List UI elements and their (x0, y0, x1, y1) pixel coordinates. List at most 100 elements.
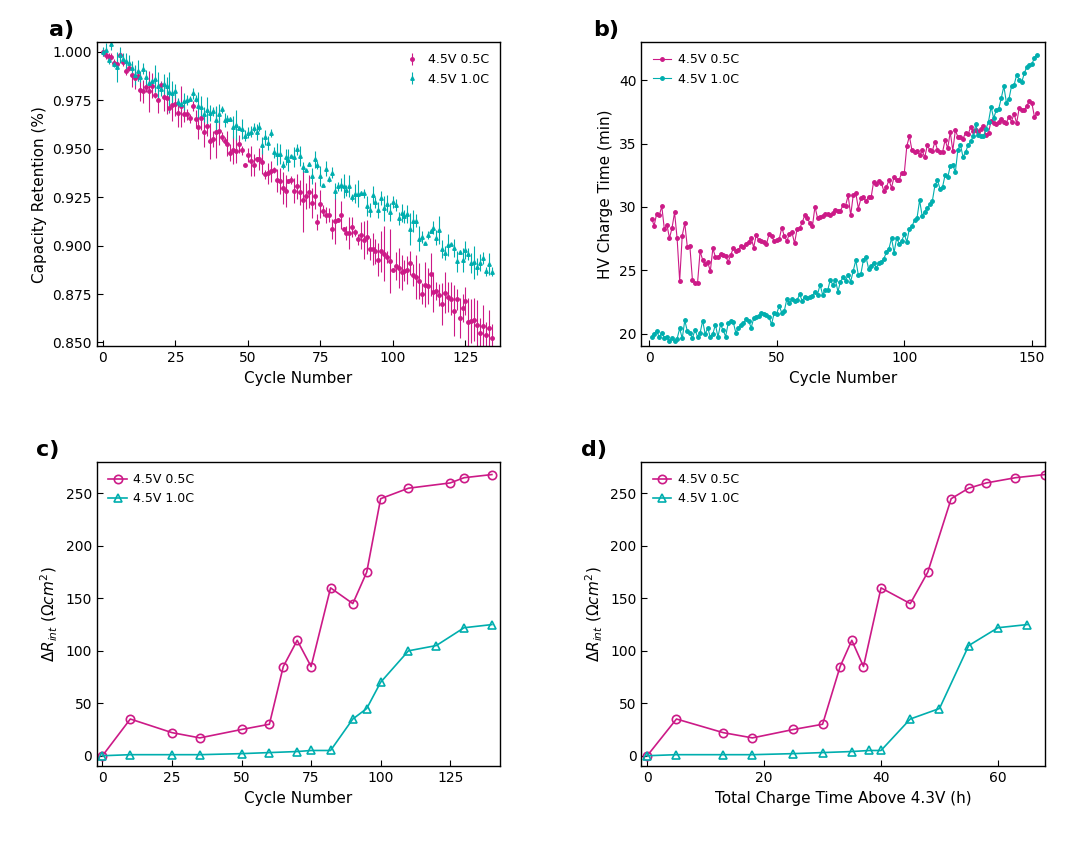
4.5V 0.5C (645, 214, 658, 224)
Text: c): c) (37, 440, 60, 460)
4.5V 1.0C (845, 747, 858, 757)
4.5V 1.0C (645, 332, 658, 342)
X-axis label: Cycle Number: Cycle Number (244, 370, 352, 386)
4.5V 0.5C (166, 727, 179, 738)
4.5V 1.0C (641, 751, 654, 761)
4.5V 0.5C (641, 751, 654, 761)
4.5V 1.0C (361, 703, 374, 713)
X-axis label: Cycle Number: Cycle Number (789, 370, 897, 386)
Y-axis label: $\Delta R_{int}$ ($\Omega cm^2$): $\Delta R_{int}$ ($\Omega cm^2$) (584, 567, 604, 662)
4.5V 1.0C (235, 749, 248, 759)
4.5V 0.5C (458, 472, 471, 482)
4.5V 0.5C (486, 470, 499, 480)
4.5V 1.0C (816, 748, 829, 758)
4.5V 0.5C (305, 662, 318, 672)
4.5V 1.0C (124, 749, 137, 759)
4.5V 0.5C (1023, 96, 1036, 106)
Legend: 4.5V 0.5C, 4.5V 1.0C: 4.5V 0.5C, 4.5V 1.0C (647, 468, 744, 510)
4.5V 0.5C (658, 224, 671, 234)
Line: 4.5V 1.0C: 4.5V 1.0C (643, 621, 1032, 759)
4.5V 1.0C (194, 749, 207, 759)
Text: d): d) (581, 440, 607, 460)
4.5V 1.0C (458, 623, 471, 633)
4.5V 0.5C (444, 478, 457, 488)
4.5V 1.0C (863, 745, 876, 755)
4.5V 1.0C (933, 703, 946, 713)
4.5V 0.5C (347, 599, 360, 609)
4.5V 1.0C (291, 747, 304, 757)
4.5V 1.0C (962, 641, 975, 651)
Legend: 4.5V 0.5C, 4.5V 1.0C: 4.5V 0.5C, 4.5V 1.0C (647, 48, 744, 91)
4.5V 0.5C (904, 599, 917, 609)
4.5V 1.0C (486, 620, 499, 630)
4.5V 0.5C (707, 243, 719, 253)
Y-axis label: Capacity Retention (%): Capacity Retention (%) (32, 106, 47, 283)
4.5V 0.5C (1038, 470, 1051, 480)
4.5V 1.0C (744, 322, 757, 333)
4.5V 1.0C (1031, 50, 1044, 60)
4.5V 1.0C (1021, 620, 1034, 630)
4.5V 0.5C (361, 567, 374, 577)
4.5V 0.5C (717, 727, 730, 738)
Line: 4.5V 1.0C: 4.5V 1.0C (98, 621, 496, 759)
4.5V 1.0C (374, 677, 387, 687)
4.5V 0.5C (124, 714, 137, 724)
4.5V 1.0C (906, 221, 919, 232)
X-axis label: Cycle Number: Cycle Number (244, 791, 352, 806)
Y-axis label: $\Delta R_{int}$ ($\Omega cm^2$): $\Delta R_{int}$ ($\Omega cm^2$) (39, 567, 60, 662)
4.5V 0.5C (291, 635, 304, 645)
Text: a): a) (48, 20, 73, 40)
4.5V 0.5C (688, 278, 701, 288)
4.5V 1.0C (992, 623, 1005, 633)
Text: b): b) (593, 20, 619, 40)
Line: 4.5V 1.0C: 4.5V 1.0C (649, 53, 1039, 343)
4.5V 0.5C (1009, 472, 1022, 482)
4.5V 1.0C (430, 641, 443, 651)
4.5V 1.0C (347, 714, 360, 724)
4.5V 1.0C (875, 745, 887, 755)
4.5V 0.5C (1031, 108, 1044, 118)
4.5V 0.5C (324, 583, 337, 593)
4.5V 0.5C (816, 719, 829, 729)
4.5V 1.0C (898, 229, 911, 239)
4.5V 1.0C (781, 294, 794, 304)
4.5V 0.5C (263, 719, 276, 729)
4.5V 0.5C (945, 493, 957, 504)
4.5V 0.5C (906, 146, 919, 156)
X-axis label: Total Charge Time Above 4.3V (h): Total Charge Time Above 4.3V (h) (715, 791, 971, 806)
4.5V 0.5C (898, 168, 911, 178)
Legend: 4.5V 0.5C, 4.5V 1.0C: 4.5V 0.5C, 4.5V 1.0C (103, 468, 199, 510)
4.5V 1.0C (96, 751, 109, 761)
4.5V 1.0C (166, 749, 179, 759)
4.5V 1.0C (746, 749, 759, 759)
Line: 4.5V 0.5C: 4.5V 0.5C (643, 471, 1049, 759)
4.5V 0.5C (845, 635, 858, 645)
4.5V 0.5C (670, 714, 683, 724)
4.5V 1.0C (263, 748, 276, 758)
4.5V 0.5C (781, 236, 794, 246)
4.5V 0.5C (235, 724, 248, 734)
4.5V 1.0C (670, 749, 683, 759)
4.5V 1.0C (324, 745, 337, 755)
4.5V 0.5C (921, 567, 934, 577)
4.5V 0.5C (277, 662, 290, 672)
4.5V 0.5C (744, 232, 757, 242)
4.5V 0.5C (875, 583, 887, 593)
4.5V 0.5C (834, 662, 847, 672)
4.5V 1.0C (787, 749, 800, 759)
4.5V 0.5C (962, 483, 975, 493)
4.5V 0.5C (194, 733, 207, 743)
4.5V 0.5C (402, 483, 415, 493)
4.5V 0.5C (980, 478, 993, 488)
Y-axis label: HV Charge Time (min): HV Charge Time (min) (599, 109, 614, 279)
4.5V 0.5C (857, 662, 870, 672)
4.5V 0.5C (96, 751, 109, 761)
Line: 4.5V 0.5C: 4.5V 0.5C (98, 471, 496, 759)
4.5V 0.5C (374, 493, 387, 504)
Legend: 4.5V 0.5C, 4.5V 1.0C: 4.5V 0.5C, 4.5V 1.0C (397, 48, 494, 91)
4.5V 1.0C (402, 646, 415, 656)
4.5V 1.0C (305, 745, 318, 755)
4.5V 1.0C (904, 714, 917, 724)
4.5V 1.0C (663, 336, 676, 346)
4.5V 1.0C (717, 749, 730, 759)
